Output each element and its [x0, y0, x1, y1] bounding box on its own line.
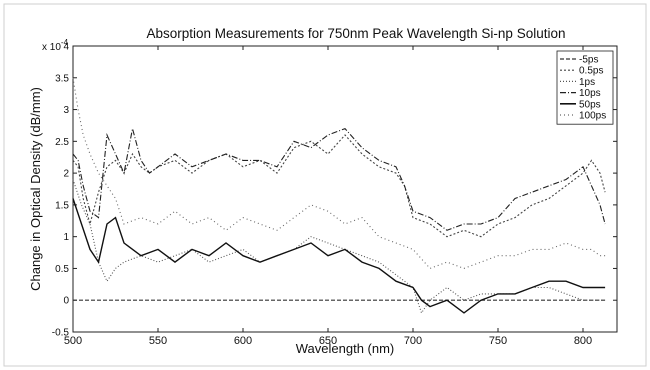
plot-area [72, 45, 618, 333]
y-tick-label: -0.5 [52, 328, 70, 339]
y-exponent-label: x 10-4 [42, 38, 69, 53]
series-line-100ps [72, 77, 606, 270]
series-line-50ps [72, 198, 606, 314]
y-tick-label: 3.5 [55, 73, 69, 84]
x-axis: 500 550 600 650 700 750 800 [64, 46, 592, 347]
y-axis: -0.5 0 0.5 1 1.5 2 2.5 3 3.5 4 [52, 42, 617, 339]
y-tick-label: 3 [63, 105, 69, 116]
y-tick-label: 1.5 [55, 200, 69, 211]
y-tick-label: 2 [63, 169, 69, 180]
series-line-0.5ps [72, 134, 606, 238]
x-tick-label: 600 [234, 335, 252, 347]
legend-label: 100ps [579, 111, 606, 122]
legend-label: 0.5ps [579, 66, 603, 77]
x-tick-label: 750 [489, 335, 507, 347]
plot-lines [72, 77, 606, 315]
y-tick-label: 0.5 [55, 264, 69, 275]
chart-title: Absorption Measurements for 750nm Peak W… [147, 26, 566, 41]
y-tick-label: 4 [63, 42, 69, 53]
legend-label: 50ps [579, 99, 601, 110]
x-tick-label: 700 [404, 335, 422, 347]
y-tick-label: 1 [63, 232, 69, 243]
x-axis-label: Wavelength (nm) [296, 341, 395, 356]
y-tick-label: 2.5 [55, 137, 69, 148]
legend-label: 10ps [579, 88, 601, 99]
y-tick-label: 0 [63, 296, 69, 307]
x-tick-label: 800 [574, 335, 592, 347]
legend-label: 1ps [579, 77, 595, 88]
legend-box [556, 50, 614, 125]
series-line-10ps [72, 127, 606, 231]
x-tick-label: 650 [319, 335, 337, 347]
x-tick-label: 500 [64, 335, 82, 347]
x-tick-label: 550 [149, 335, 167, 347]
y-axis-label: Change in Optical Density (dB/mm) [28, 87, 43, 291]
legend-label: -5ps [579, 55, 598, 66]
